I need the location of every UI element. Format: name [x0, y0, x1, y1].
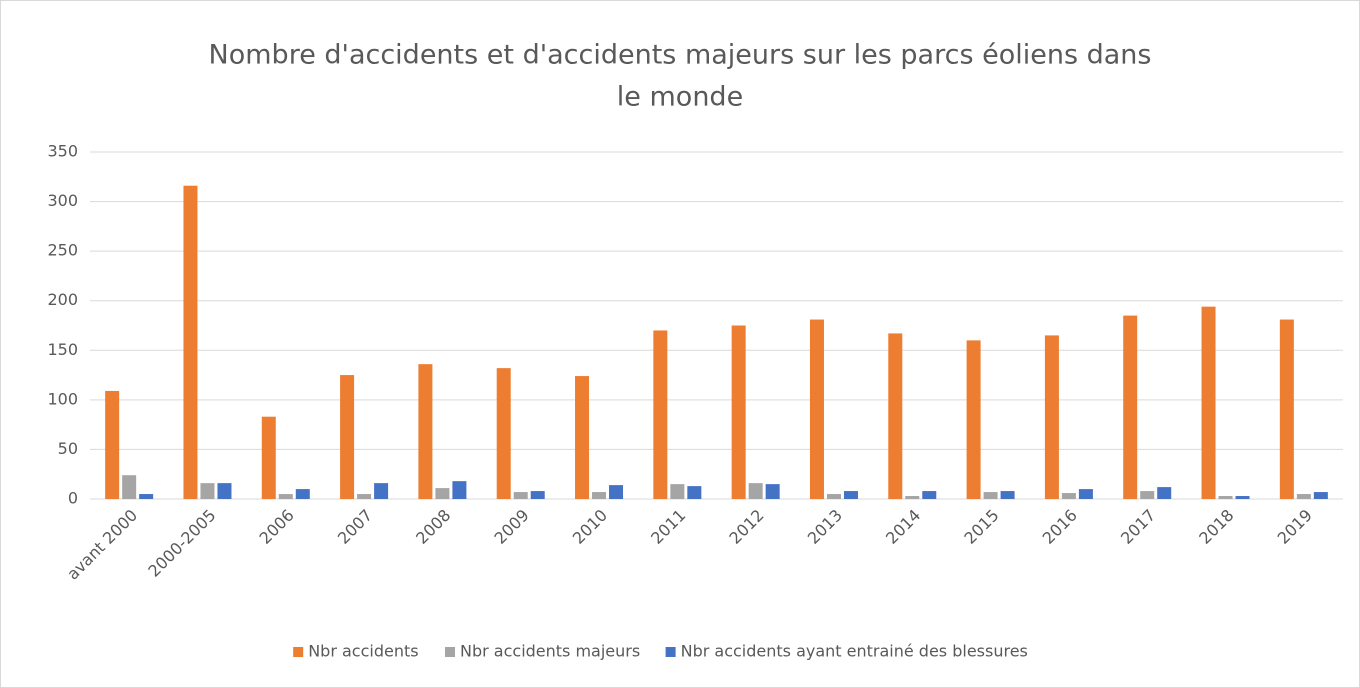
bar [530, 491, 545, 499]
bar [1313, 492, 1328, 499]
y-tick-label: 50 [58, 439, 78, 458]
bar [966, 340, 981, 499]
bar [1123, 315, 1138, 499]
bar [575, 376, 590, 499]
bar [1140, 491, 1155, 499]
y-tick-label: 250 [47, 241, 78, 260]
bar [183, 185, 198, 500]
legend-label: Nbr accidents ayant entrainé des blessur… [681, 642, 1028, 661]
bar [843, 491, 858, 499]
y-tick-label: 0 [68, 489, 78, 508]
bar [435, 488, 450, 499]
bar [1279, 319, 1294, 499]
legend-swatch [665, 647, 676, 657]
bar [687, 486, 702, 499]
bar [1078, 489, 1093, 499]
bar [888, 333, 903, 499]
bar [765, 484, 780, 499]
bar [983, 492, 998, 499]
bar [748, 483, 763, 499]
bar [1235, 496, 1250, 499]
bar [105, 390, 120, 499]
bar [139, 494, 154, 499]
bar [922, 491, 937, 499]
bar [261, 416, 276, 499]
bar [826, 494, 841, 499]
bar [496, 368, 511, 499]
bar [122, 475, 137, 499]
bar [200, 483, 215, 499]
bar [340, 375, 355, 499]
y-tick-label: 100 [47, 389, 78, 408]
bar [592, 492, 607, 499]
bar [731, 325, 746, 499]
y-tick-label: 150 [47, 340, 78, 359]
bar [1296, 494, 1311, 499]
bar [1201, 306, 1216, 499]
bar [1157, 487, 1172, 499]
bar [295, 489, 310, 499]
legend-swatch [445, 647, 455, 657]
bar [374, 483, 389, 499]
bar [452, 481, 467, 499]
bar [809, 319, 824, 499]
bar [357, 494, 372, 499]
bar [418, 364, 433, 499]
bar [1061, 493, 1076, 499]
y-tick-label: 200 [47, 290, 78, 309]
bar [609, 485, 624, 499]
bar [1218, 496, 1233, 499]
bar [1044, 335, 1059, 499]
bar [278, 494, 293, 499]
bar [905, 496, 920, 499]
chart-title: le monde [617, 82, 743, 113]
bar [1000, 491, 1015, 499]
legend-label: Nbr accidents majeurs [460, 642, 640, 661]
y-tick-label: 350 [47, 142, 78, 161]
bar [653, 330, 668, 499]
bar [670, 484, 685, 499]
bar [513, 492, 528, 499]
legend-label: Nbr accidents [308, 642, 418, 661]
chart-title: Nombre d'accidents et d'accidents majeur… [209, 40, 1152, 71]
y-tick-label: 300 [47, 191, 78, 210]
bar [217, 483, 232, 499]
legend-swatch [293, 647, 304, 657]
